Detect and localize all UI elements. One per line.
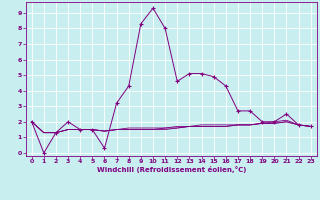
- X-axis label: Windchill (Refroidissement éolien,°C): Windchill (Refroidissement éolien,°C): [97, 166, 246, 173]
